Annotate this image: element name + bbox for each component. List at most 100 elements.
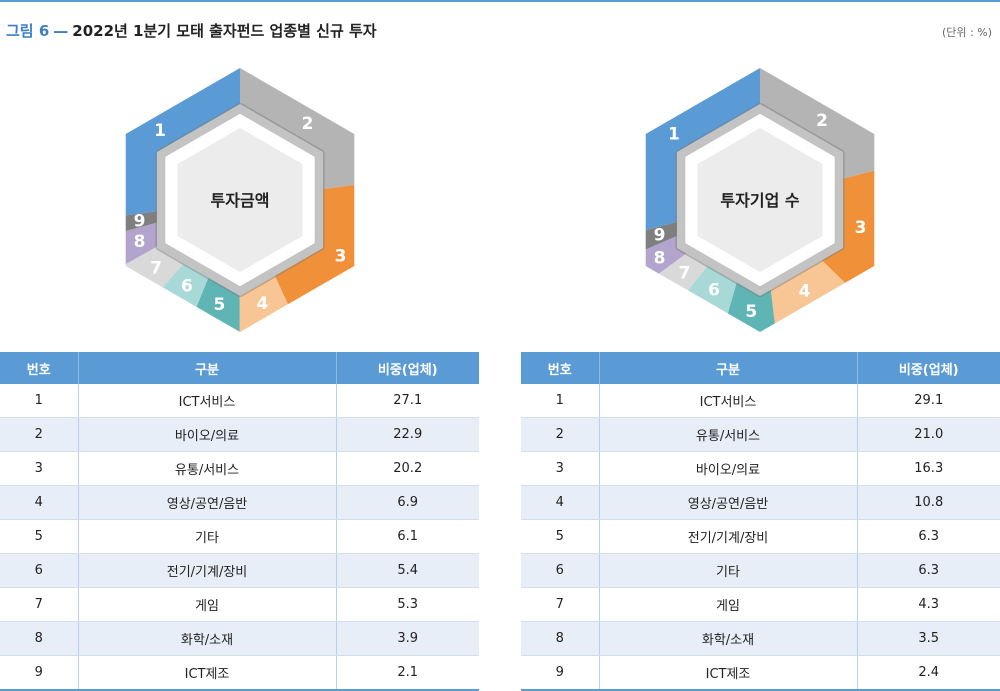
- row-category: 기타: [77, 519, 336, 554]
- column-header: 비중(업체): [335, 352, 479, 384]
- hexagon-center: [177, 128, 303, 272]
- slice-3: [274, 185, 355, 305]
- slice-9: [645, 221, 677, 250]
- table-row: 1 ICT서비스 29.1: [521, 384, 1000, 418]
- table-row: 6 기타 6.3: [521, 553, 1000, 588]
- figure-title: 2022년 1분기 모태 출자펀드 업종별 신규 투자: [72, 22, 377, 40]
- table-header-row: 번호 구분 비중(업체): [521, 352, 1000, 384]
- column-header: 구분: [598, 352, 857, 384]
- row-share: 6.3: [856, 519, 1000, 554]
- row-number: 6: [0, 553, 78, 588]
- slice-6: [688, 265, 737, 314]
- center-label: 투자금액: [211, 191, 270, 210]
- slice-8: [645, 236, 687, 274]
- row-number: 8: [521, 621, 599, 656]
- row-category: ICT서비스: [77, 384, 336, 418]
- row-share: 3.5: [856, 621, 1000, 656]
- slice-label: 5: [213, 295, 225, 315]
- figure-caption: 그림 6—2022년 1분기 모태 출자펀드 업종별 신규 투자: [6, 20, 377, 41]
- row-number: 9: [521, 655, 599, 691]
- slice-5: [196, 277, 240, 332]
- slice-1: [125, 68, 240, 216]
- row-category: 전기/기계/장비: [598, 519, 857, 554]
- row-category: 게임: [598, 587, 857, 622]
- slice-9: [125, 211, 157, 232]
- center-label: 투자기업 수: [720, 191, 799, 210]
- table-row: 2 바이오/의료 22.9: [0, 417, 479, 452]
- table-row: 5 전기/기계/장비 6.3: [521, 519, 1000, 554]
- slice-label: 7: [678, 263, 690, 283]
- table-row: 4 영상/공연/음반 10.8: [521, 485, 1000, 520]
- row-category: 전기/기계/장비: [77, 553, 336, 588]
- chart-investment-amount: 1 2 3 4 5 6 7 8 9 투자금액: [100, 62, 380, 338]
- table-header-row: 번호 구분 비중(업체): [0, 352, 479, 384]
- table-row: 7 게임 5.3: [0, 587, 479, 622]
- slice-2: [760, 68, 875, 179]
- row-share: 5.4: [335, 553, 479, 588]
- table-company-count: 번호 구분 비중(업체) 1 ICT서비스 29.1 2 유통/서비스 21.0 3 바이오/의료…: [521, 352, 1000, 691]
- slice-label: 3: [855, 218, 867, 238]
- row-number: 2: [0, 417, 78, 452]
- row-category: 바이오/의료: [77, 417, 336, 452]
- row-category: ICT제조: [77, 655, 336, 691]
- table-row: 6 전기/기계/장비 5.4: [0, 553, 479, 588]
- slice-label: 4: [799, 281, 811, 301]
- row-share: 6.9: [335, 485, 479, 520]
- slice-label: 9: [134, 211, 146, 231]
- row-number: 3: [521, 451, 599, 486]
- figure-header: 그림 6—2022년 1분기 모태 출자펀드 업종별 신규 투자 (단위 : %…: [0, 14, 1000, 44]
- row-share: 27.1: [335, 384, 479, 418]
- slice-label: 8: [654, 248, 666, 268]
- row-category: ICT서비스: [598, 384, 857, 418]
- row-category: 화학/소재: [77, 621, 336, 656]
- slice-label: 3: [335, 247, 347, 267]
- row-number: 8: [0, 621, 78, 656]
- column-header: 번호: [0, 352, 78, 384]
- row-share: 16.3: [856, 451, 1000, 486]
- slice-label: 4: [256, 294, 268, 314]
- row-number: 5: [521, 519, 599, 554]
- table-row: 9 ICT제조 2.1: [0, 655, 479, 691]
- row-category: 영상/공연/음반: [598, 485, 857, 520]
- chart-company-count: 1 2 3 4 5 6 7 8 9 투자기업 수: [620, 62, 900, 338]
- table-row: 3 바이오/의료 16.3: [521, 451, 1000, 486]
- table-row: 4 영상/공연/음반 6.9: [0, 485, 479, 520]
- row-share: 22.9: [335, 417, 479, 452]
- row-category: 유통/서비스: [598, 417, 857, 452]
- row-share: 2.1: [335, 655, 479, 691]
- slice-label: 6: [181, 276, 193, 296]
- row-number: 2: [521, 417, 599, 452]
- slice-4: [239, 275, 288, 332]
- table-investment-amount: 번호 구분 비중(업체) 1 ICT서비스 27.1 2 바이오/의료 22.9 3 유통/서비스…: [0, 352, 479, 691]
- row-share: 4.3: [856, 587, 1000, 622]
- row-category: 영상/공연/음반: [77, 485, 336, 520]
- row-category: ICT제조: [598, 655, 857, 691]
- row-number: 1: [521, 384, 599, 418]
- table-row: 3 유통/서비스 20.2: [0, 451, 479, 486]
- row-share: 6.1: [335, 519, 479, 554]
- column-header: 비중(업체): [856, 352, 1000, 384]
- slice-4: [770, 260, 845, 324]
- slice-label: 2: [302, 114, 314, 134]
- unit-label: (단위 : %): [942, 26, 992, 39]
- row-share: 6.3: [856, 553, 1000, 588]
- slice-8: [125, 222, 157, 265]
- row-category: 게임: [77, 587, 336, 622]
- figure-separator: —: [53, 22, 69, 40]
- row-number: 1: [0, 384, 78, 418]
- slice-7: [125, 246, 184, 288]
- row-category: 유통/서비스: [77, 451, 336, 486]
- table-row: 5 기타 6.1: [0, 519, 479, 554]
- slice-label: 1: [668, 125, 680, 145]
- figure-number: 그림 6: [6, 22, 50, 40]
- row-share: 2.4: [856, 655, 1000, 691]
- table-row: 8 화학/소재 3.9: [0, 621, 479, 656]
- row-category: 화학/소재: [598, 621, 857, 656]
- row-number: 5: [0, 519, 78, 554]
- column-header: 구분: [77, 352, 336, 384]
- slice-6: [162, 263, 209, 307]
- slice-label: 1: [154, 121, 166, 141]
- slice-label: 6: [708, 281, 720, 301]
